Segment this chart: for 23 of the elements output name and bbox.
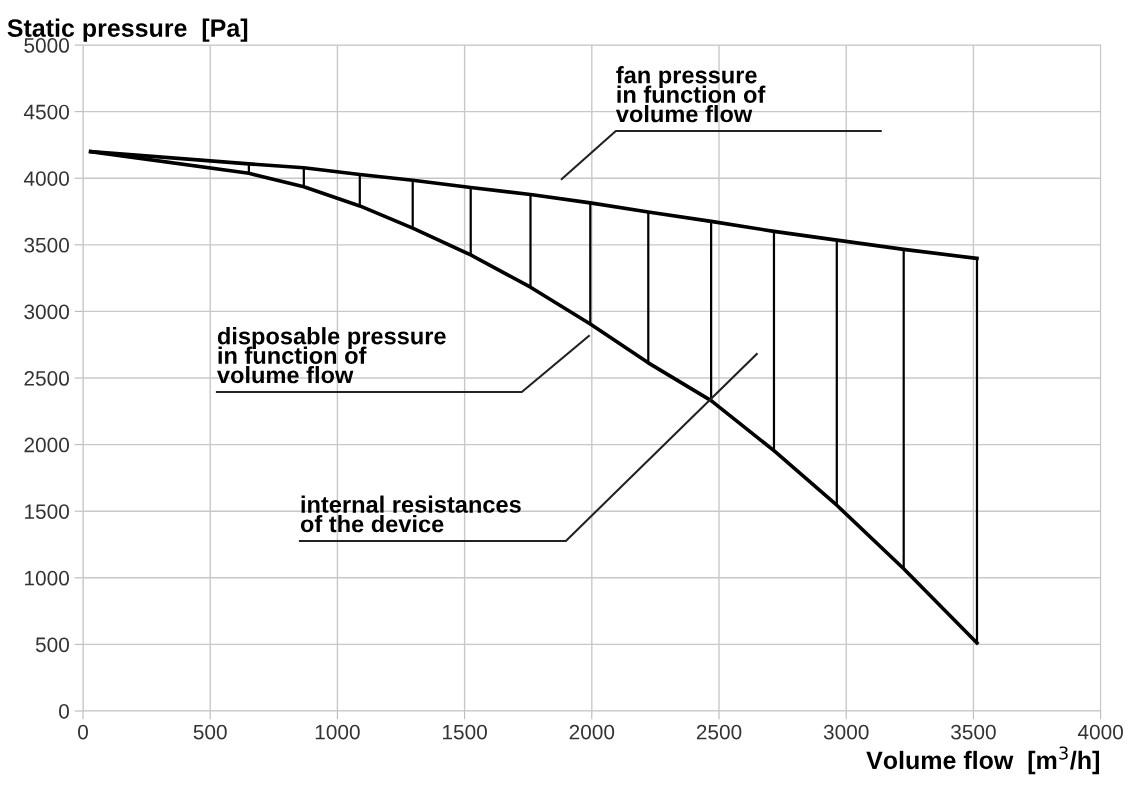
x-tick-label: 500 <box>193 724 227 740</box>
annotation: fan pressure in function of volume flow <box>615 66 766 123</box>
y-tick-label: 500 <box>35 637 69 653</box>
x-tick-label: 2500 <box>696 724 742 740</box>
x-tick-label: 1500 <box>443 724 487 740</box>
y-tick-label: 1500 <box>25 504 69 519</box>
y-tick-label: 3500 <box>24 237 69 253</box>
y-tick-label: 1000 <box>25 570 69 586</box>
annotation: internal resistances of the device <box>300 495 521 533</box>
x-tick-label: 0 <box>78 724 88 740</box>
y-tick-label: 0 <box>59 704 69 719</box>
x-axis-title: Volume flow [m$^{3}$/h] <box>866 746 1099 775</box>
x-tick-label: 3000 <box>823 724 869 740</box>
y-tick-label: 4500 <box>23 104 69 120</box>
x-tick-label: 3500 <box>951 724 996 740</box>
x-tick-label: 1000 <box>315 724 360 740</box>
y-tick-label: 3000 <box>24 304 69 320</box>
y-tick-label: 2500 <box>24 371 69 386</box>
y-tick-label: 4000 <box>23 171 69 186</box>
annotation: disposable pressure in function of volume flow <box>217 327 446 384</box>
y-tick-label: 2000 <box>24 437 69 453</box>
x-tick-label: 4000 <box>1077 724 1123 740</box>
x-tick-label: 2000 <box>569 724 615 740</box>
